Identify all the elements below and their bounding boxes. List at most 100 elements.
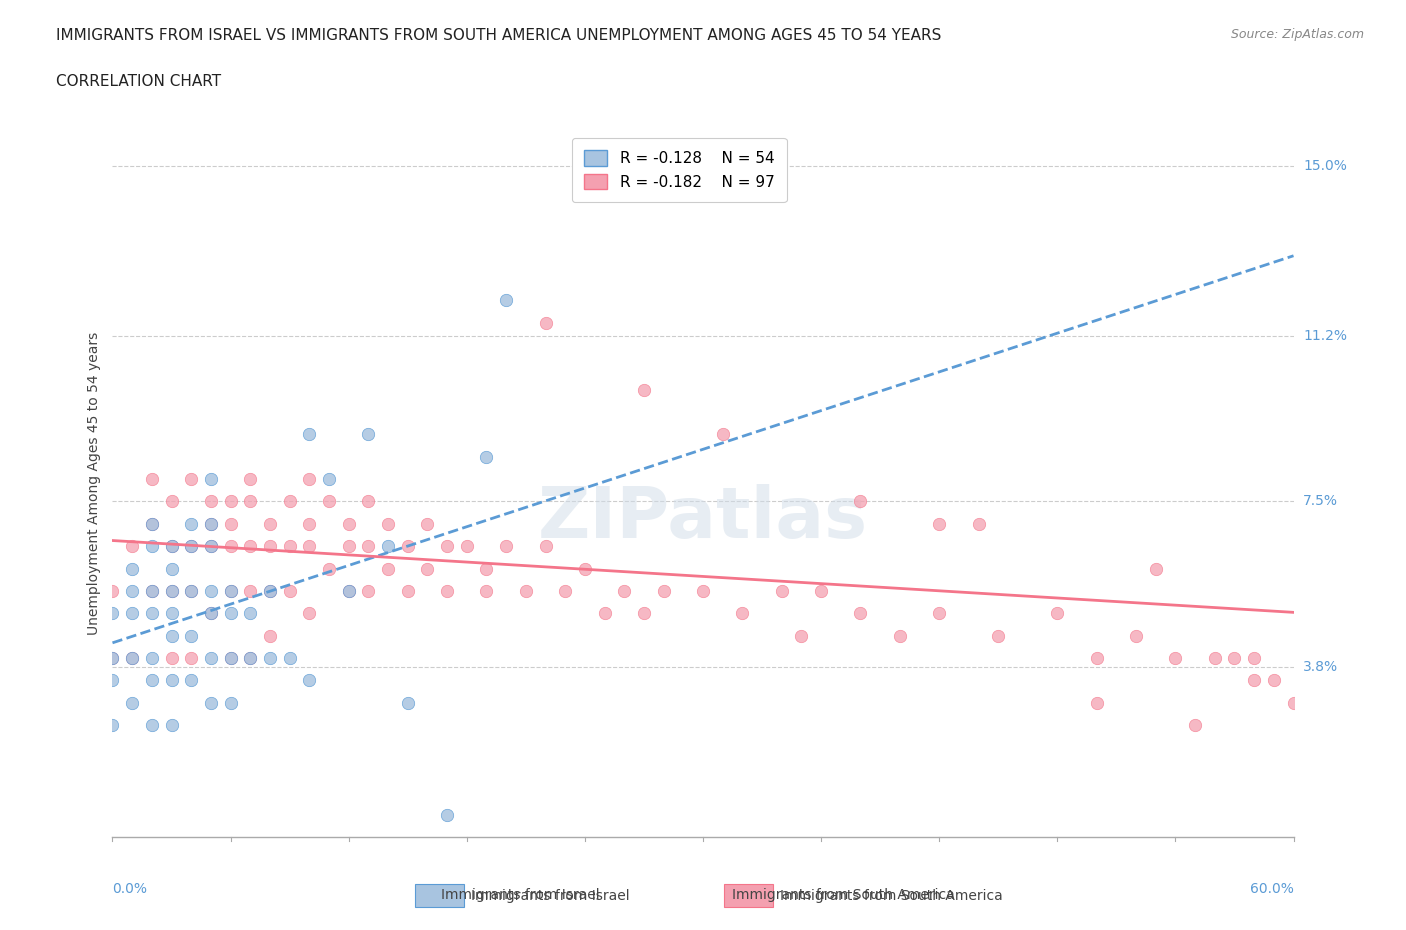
Point	[239, 605, 262, 620]
Point	[475, 561, 498, 576]
Point	[1164, 651, 1187, 666]
Point	[160, 629, 183, 644]
FancyBboxPatch shape	[724, 884, 773, 908]
Point	[160, 605, 183, 620]
Point	[416, 516, 439, 531]
Point	[219, 583, 242, 598]
Point	[239, 494, 262, 509]
Text: 3.8%: 3.8%	[1303, 660, 1339, 674]
Point	[436, 583, 458, 598]
Point	[337, 516, 360, 531]
Point	[239, 538, 262, 553]
Point	[396, 696, 419, 711]
Point	[180, 651, 202, 666]
Point	[574, 561, 596, 576]
Text: 7.5%: 7.5%	[1303, 495, 1339, 509]
Point	[121, 651, 143, 666]
Text: Source: ZipAtlas.com: Source: ZipAtlas.com	[1230, 28, 1364, 41]
Point	[298, 516, 321, 531]
Point	[396, 538, 419, 553]
Point	[160, 538, 183, 553]
Point	[790, 629, 813, 644]
Point	[141, 472, 163, 486]
Point	[298, 538, 321, 553]
Text: Immigrants from Israel: Immigrants from Israel	[441, 888, 599, 902]
Point	[1204, 651, 1226, 666]
Point	[180, 583, 202, 598]
Point	[101, 605, 124, 620]
Point	[259, 516, 281, 531]
Point	[652, 583, 675, 598]
Point	[259, 651, 281, 666]
Point	[200, 605, 222, 620]
Point	[219, 651, 242, 666]
Point	[200, 516, 222, 531]
Point	[121, 583, 143, 598]
Point	[456, 538, 478, 553]
Point	[1144, 561, 1167, 576]
Point	[180, 673, 202, 688]
Point	[298, 427, 321, 442]
Text: Immigrants from South America: Immigrants from South America	[733, 888, 955, 902]
Point	[160, 538, 183, 553]
Point	[337, 538, 360, 553]
Point	[101, 651, 124, 666]
Point	[633, 382, 655, 397]
Point	[200, 516, 222, 531]
Point	[160, 718, 183, 733]
Point	[180, 538, 202, 553]
Point	[180, 538, 202, 553]
Point	[436, 538, 458, 553]
Point	[928, 605, 950, 620]
Point	[377, 516, 399, 531]
Point	[239, 472, 262, 486]
Point	[141, 538, 163, 553]
Point	[1263, 673, 1285, 688]
Text: Immigrants from South America: Immigrants from South America	[780, 889, 1002, 903]
Point	[200, 605, 222, 620]
Point	[357, 583, 380, 598]
Point	[396, 583, 419, 598]
Point	[219, 516, 242, 531]
Point	[495, 538, 517, 553]
Point	[160, 651, 183, 666]
Point	[101, 718, 124, 733]
Point	[1046, 605, 1069, 620]
Point	[357, 538, 380, 553]
Point	[377, 561, 399, 576]
Point	[219, 605, 242, 620]
Point	[1125, 629, 1147, 644]
Text: 15.0%: 15.0%	[1303, 159, 1347, 173]
Point	[1243, 651, 1265, 666]
Point	[219, 651, 242, 666]
Point	[121, 561, 143, 576]
Point	[711, 427, 734, 442]
Point	[160, 494, 183, 509]
Point	[141, 516, 163, 531]
Point	[1223, 651, 1246, 666]
Point	[219, 583, 242, 598]
Point	[200, 651, 222, 666]
Point	[928, 516, 950, 531]
Point	[180, 516, 202, 531]
Point	[278, 583, 301, 598]
Point	[219, 538, 242, 553]
Point	[239, 583, 262, 598]
Point	[357, 494, 380, 509]
Point	[180, 583, 202, 598]
Point	[180, 629, 202, 644]
Point	[810, 583, 832, 598]
Point	[180, 472, 202, 486]
Point	[101, 651, 124, 666]
Point	[278, 494, 301, 509]
Point	[160, 583, 183, 598]
Text: 0.0%: 0.0%	[112, 882, 148, 896]
Point	[160, 561, 183, 576]
Point	[475, 583, 498, 598]
Point	[889, 629, 911, 644]
Point	[239, 651, 262, 666]
FancyBboxPatch shape	[415, 884, 464, 908]
Point	[1243, 673, 1265, 688]
Point	[121, 538, 143, 553]
Point	[1282, 696, 1305, 711]
